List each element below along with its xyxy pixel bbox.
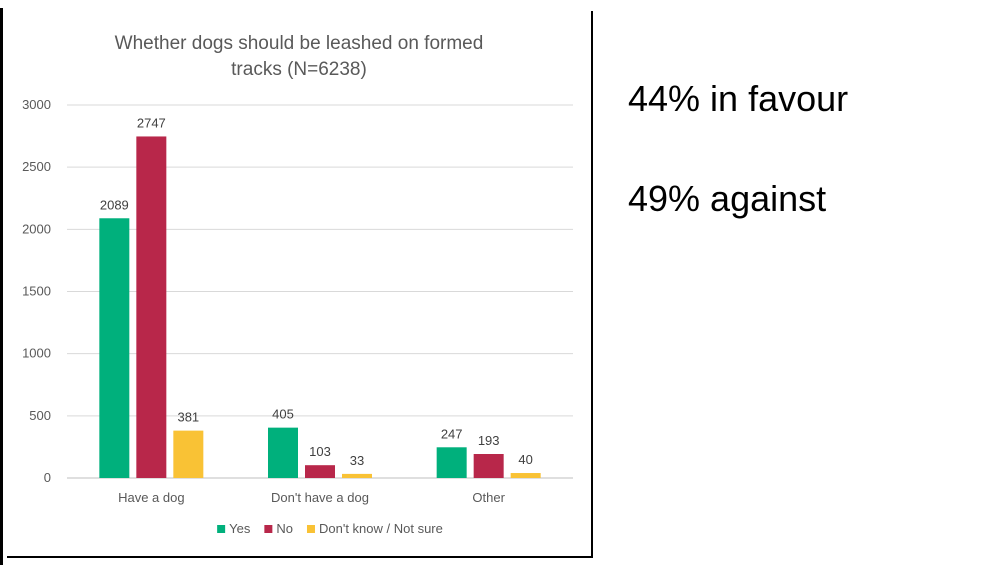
x-tick-label: Don't have a dog	[271, 490, 369, 505]
y-tick-label: 2500	[22, 159, 51, 174]
data-label: 2089	[100, 197, 129, 212]
x-tick-label: Have a dog	[118, 490, 185, 505]
data-label: 33	[350, 453, 364, 468]
x-tick-label: Other	[472, 490, 505, 505]
y-tick-label: 0	[44, 470, 51, 485]
bar	[305, 465, 335, 478]
legend-swatch	[217, 525, 226, 533]
data-label: 2747	[137, 115, 166, 130]
chart-title-line-2: tracks (N=6238)	[231, 59, 367, 80]
bars	[99, 136, 541, 478]
legend: Yes No Don't know / Not sure	[217, 521, 443, 536]
data-label: 40	[518, 452, 532, 467]
y-tick-label: 2000	[22, 221, 51, 236]
bar	[436, 447, 467, 478]
data-labels: 2089 2747 381 405 103 33 247 193 40	[100, 115, 533, 467]
bar	[268, 427, 298, 478]
data-label: 103	[309, 444, 331, 459]
y-axis-ticks: 0 500 1000 1500 2000 2500 3000	[22, 97, 51, 485]
chart-panel: Whether dogs should be leashed on formed…	[7, 11, 593, 558]
y-tick-label: 500	[29, 408, 51, 423]
y-tick-label: 1500	[22, 284, 51, 299]
favour-percentage-text: 44% in favour	[628, 78, 849, 119]
y-tick-label: 3000	[22, 97, 51, 112]
bar	[342, 473, 372, 478]
legend-label: Yes	[229, 521, 251, 536]
bar	[173, 430, 204, 478]
legend-swatch	[264, 525, 273, 533]
y-tick-label: 1000	[22, 346, 51, 361]
data-label: 193	[478, 433, 500, 448]
data-label: 381	[177, 410, 199, 425]
legend-label: No	[276, 521, 293, 536]
legend-label: Don't know / Not sure	[319, 521, 443, 536]
bar-chart: Whether dogs should be leashed on formed…	[22, 33, 573, 536]
against-percentage-text: 49% against	[628, 178, 827, 219]
x-axis-ticks: Have a dog Don't have a dog Other	[118, 490, 506, 505]
bar	[99, 218, 130, 478]
legend-swatch	[306, 525, 315, 533]
data-label: 247	[441, 426, 463, 441]
slide-left-border	[0, 8, 3, 565]
chart-title-line-1: Whether dogs should be leashed on formed	[115, 33, 484, 54]
bar	[136, 136, 167, 478]
bar	[510, 473, 541, 478]
bar	[473, 454, 504, 478]
data-label: 405	[272, 407, 294, 422]
